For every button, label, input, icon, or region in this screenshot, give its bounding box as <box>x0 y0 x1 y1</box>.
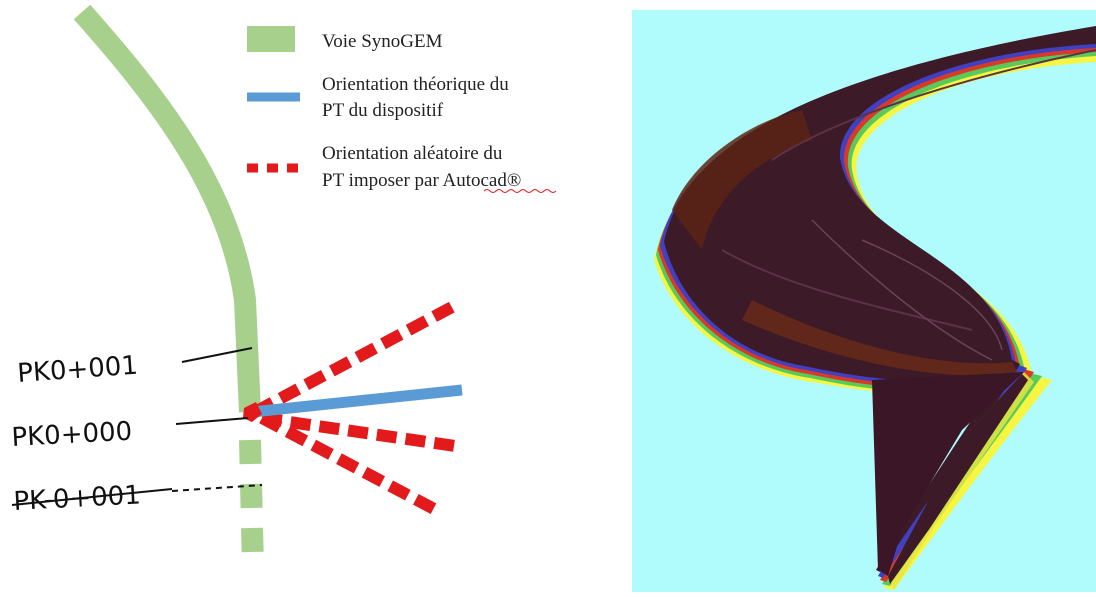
pk-zero-label: PK0+000 <box>11 417 133 453</box>
surface-line-3 <box>861 239 1003 351</box>
surface-line-4 <box>811 219 993 361</box>
legend-track-label: Voie SynoGEM <box>322 31 443 52</box>
surface-spike <box>872 372 1024 576</box>
track-dashed-extension <box>239 439 264 569</box>
pk-minus-1-strikethrough <box>11 488 173 506</box>
render-svg <box>632 10 1096 592</box>
legend-track-swatch <box>247 26 295 52</box>
render-panel <box>632 10 1096 592</box>
legend-theoretical-label-2: PT du dispositif <box>322 100 444 121</box>
surface-main <box>664 26 1096 572</box>
schematic-svg: Voie SynoGEM Orientation théorique du PT… <box>11 4 557 569</box>
legend: Voie SynoGEM Orientation théorique du PT… <box>247 26 557 193</box>
pk-plus-1-label: PK0+001 <box>16 351 138 389</box>
random-orientation-1 <box>252 301 455 418</box>
surface-spike-inner <box>888 374 1028 584</box>
pk-zero-leader <box>175 417 249 425</box>
origin-point <box>243 402 262 422</box>
pk-minus-1-leader <box>171 484 263 492</box>
spellcheck-underline <box>483 189 557 193</box>
surface-line-1 <box>721 249 973 331</box>
schematic-panel: Voie SynoGEM Orientation théorique du PT… <box>11 4 557 569</box>
legend-random-label-1: Orientation aléatoire du <box>322 143 503 164</box>
surface-overlay-2 <box>742 300 1018 376</box>
surface-overlay-1 <box>672 110 812 250</box>
legend-theoretical-label-1: Orientation théorique du <box>322 74 509 95</box>
random-orientation-2 <box>261 412 456 452</box>
pk-plus-1-leader <box>181 347 253 363</box>
track-curve <box>73 4 261 413</box>
surface-line-2 <box>771 49 1096 161</box>
theoretical-orientation <box>251 384 463 418</box>
random-orientation-3 <box>259 412 439 516</box>
legend-random-label-2: PT imposer par Autocad® <box>322 170 521 191</box>
